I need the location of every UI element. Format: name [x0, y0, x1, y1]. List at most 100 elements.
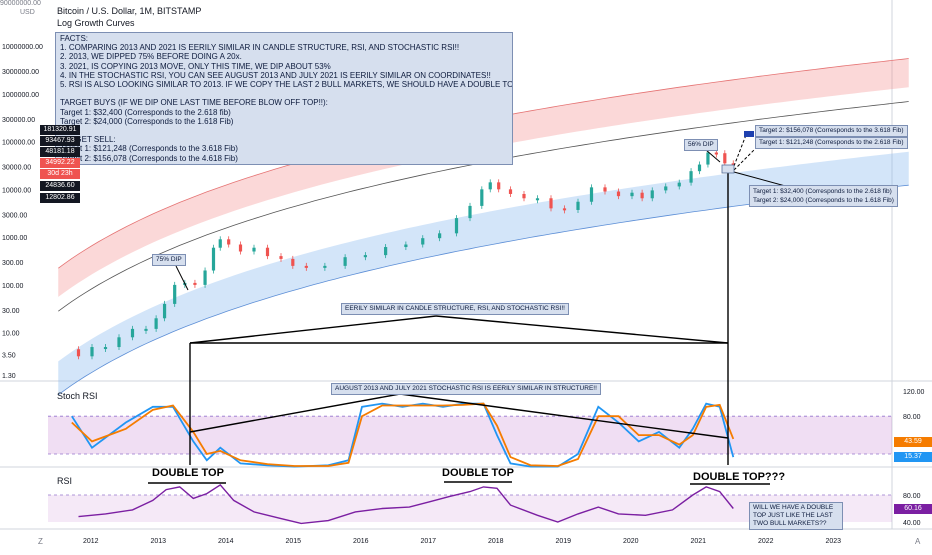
- time-axis-tick: 2015: [286, 538, 302, 545]
- price-candle: [304, 265, 308, 268]
- time-axis-tick: 2022: [758, 538, 774, 545]
- annotation-line: [705, 149, 721, 163]
- time-axis-tick: 2019: [556, 538, 572, 545]
- price-axis-tick: 3000.00: [2, 212, 27, 219]
- price-axis-tick: 10000.00: [2, 187, 31, 194]
- price-tag: 93467.93: [40, 136, 80, 146]
- price-candle: [640, 192, 644, 199]
- similarity-label: EERILY SIMILAR IN CANDLE STRUCTURE, RSI,…: [341, 303, 569, 315]
- price-candle: [677, 182, 681, 187]
- rsi-series: [78, 483, 734, 525]
- price-candle: [384, 247, 388, 256]
- price-axis-tick: 30.00: [2, 308, 20, 315]
- time-axis-tick: 2023: [826, 538, 842, 545]
- price-axis-tick: 100.00: [2, 283, 24, 290]
- price-candle: [488, 182, 492, 190]
- price-candle: [203, 270, 207, 285]
- price-candle: [438, 233, 442, 239]
- facts-line: TARGET BUYS (IF WE DIP ONE LAST TIME BEF…: [60, 98, 328, 108]
- price-candle: [238, 244, 243, 252]
- top-price-label: 90000000.00: [0, 0, 41, 7]
- price-candle: [193, 282, 197, 285]
- indicator-name: Log Growth Curves: [57, 18, 135, 28]
- price-candle: [279, 256, 283, 259]
- buy-target2-text: Target 2: $24,000 (Corresponds to the 1.…: [753, 197, 894, 204]
- price-candle: [252, 247, 256, 252]
- price-candle: [522, 193, 526, 199]
- facts-note: FACTS: 1. COMPARING 2013 AND 2021 IS EERI…: [55, 32, 513, 165]
- rsi-value-tag: 60.16: [894, 504, 932, 514]
- annotation-line: [399, 393, 729, 439]
- stoch-note-label: AUGUST 2013 AND JULY 2021 STOCHASTIC RSI…: [331, 383, 601, 395]
- double-top-label-2017: DOUBLE TOP: [442, 467, 514, 479]
- time-axis-tick: 2018: [488, 538, 504, 545]
- auto-scale-button[interactable]: A: [915, 537, 921, 546]
- sell-target2-label: Target 2: $156,078 (Corresponds to the 3…: [755, 125, 908, 137]
- price-candle: [323, 265, 327, 268]
- lower-growth-band: [58, 151, 909, 395]
- annotation-line: [189, 393, 401, 433]
- price-candle: [265, 247, 270, 257]
- time-axis-tick: 2021: [691, 538, 707, 545]
- price-candle: [76, 349, 81, 357]
- annotation-line: [435, 315, 729, 344]
- price-candle: [291, 258, 295, 266]
- price-tag: 48181.18: [40, 147, 80, 157]
- rsi-pane-title: RSI: [57, 476, 73, 486]
- stoch-band: [48, 416, 892, 454]
- stoch-axis-tick: 80.00: [903, 414, 921, 421]
- price-candle: [706, 152, 710, 165]
- facts-line: [60, 89, 508, 98]
- price-candle: [603, 187, 607, 192]
- facts-line: Target 2: $24,000 (Corresponds to the 1.…: [60, 116, 234, 126]
- price-candle: [211, 247, 216, 271]
- rsi-axis-tick: 40.00: [903, 520, 921, 527]
- price-candle: [562, 208, 567, 211]
- price-candle: [363, 255, 367, 258]
- dip75-label: 75% DIP: [152, 254, 186, 266]
- annotation-line: [175, 265, 189, 291]
- rsi-note-label: WILL WE HAVE A DOUBLE TOP JUST LIKE THE …: [749, 502, 843, 530]
- time-axis-tick: 2012: [83, 538, 99, 545]
- price-axis-tick: 100000.00: [2, 140, 35, 147]
- facts-line: 5. RSI IS ALSO LOOKING SIMILAR TO 2013. …: [60, 80, 513, 90]
- price-candle: [162, 303, 167, 319]
- time-axis-tick: 2016: [353, 538, 369, 545]
- price-tag: 34992.22: [40, 158, 80, 168]
- facts-line: 2. 2013, WE DIPPED 75% BEFORE DOING A 20…: [60, 52, 242, 62]
- price-candle: [714, 152, 718, 155]
- price-axis-tick: 1000.00: [2, 235, 27, 242]
- price-candle: [589, 187, 594, 202]
- price-candle: [731, 163, 735, 166]
- price-axis-tick: 1000000.00: [2, 92, 39, 99]
- price-axis-tick: 1.30: [2, 373, 16, 380]
- annotation-line: [189, 315, 437, 344]
- stoch-value-tag: 43.59: [894, 437, 932, 447]
- timezone-icon[interactable]: Z: [38, 537, 43, 546]
- annotation-line: [733, 134, 747, 167]
- price-candle: [508, 189, 513, 194]
- price-tag: 181320.91: [40, 125, 80, 135]
- stoch-value-tag: 15.37: [894, 452, 932, 462]
- price-candle: [404, 244, 408, 248]
- facts-line: 4. IN THE STOCHASTIC RSI, YOU CAN SEE AU…: [60, 70, 491, 80]
- price-tag: 30d 23h: [40, 169, 80, 179]
- price-candle: [480, 189, 484, 206]
- price-candle: [90, 347, 94, 357]
- price-candle: [723, 153, 727, 164]
- buy-targets-label: Target 1: $32,400 (Corresponds to the 2.…: [749, 185, 898, 207]
- buy-target1-text: Target 1: $32,400 (Corresponds to the 2.…: [753, 188, 892, 195]
- time-axis-tick: 2013: [151, 538, 167, 545]
- price-candle: [535, 198, 540, 201]
- price-axis-tick: 300000.00: [2, 117, 35, 124]
- price-axis-tick: 3000000.00: [2, 69, 39, 76]
- stoch-series-d: [71, 402, 735, 467]
- price-candle: [154, 318, 158, 329]
- facts-line: Target 1: $121,248 (Corresponds to the 3…: [60, 144, 238, 154]
- price-candle: [650, 190, 654, 199]
- time-axis-tick: 2017: [421, 538, 437, 545]
- price-candle: [343, 257, 347, 266]
- price-candle: [103, 347, 108, 350]
- price-axis-tick: 30000.00: [2, 165, 31, 172]
- time-axis-tick: 2014: [218, 538, 234, 545]
